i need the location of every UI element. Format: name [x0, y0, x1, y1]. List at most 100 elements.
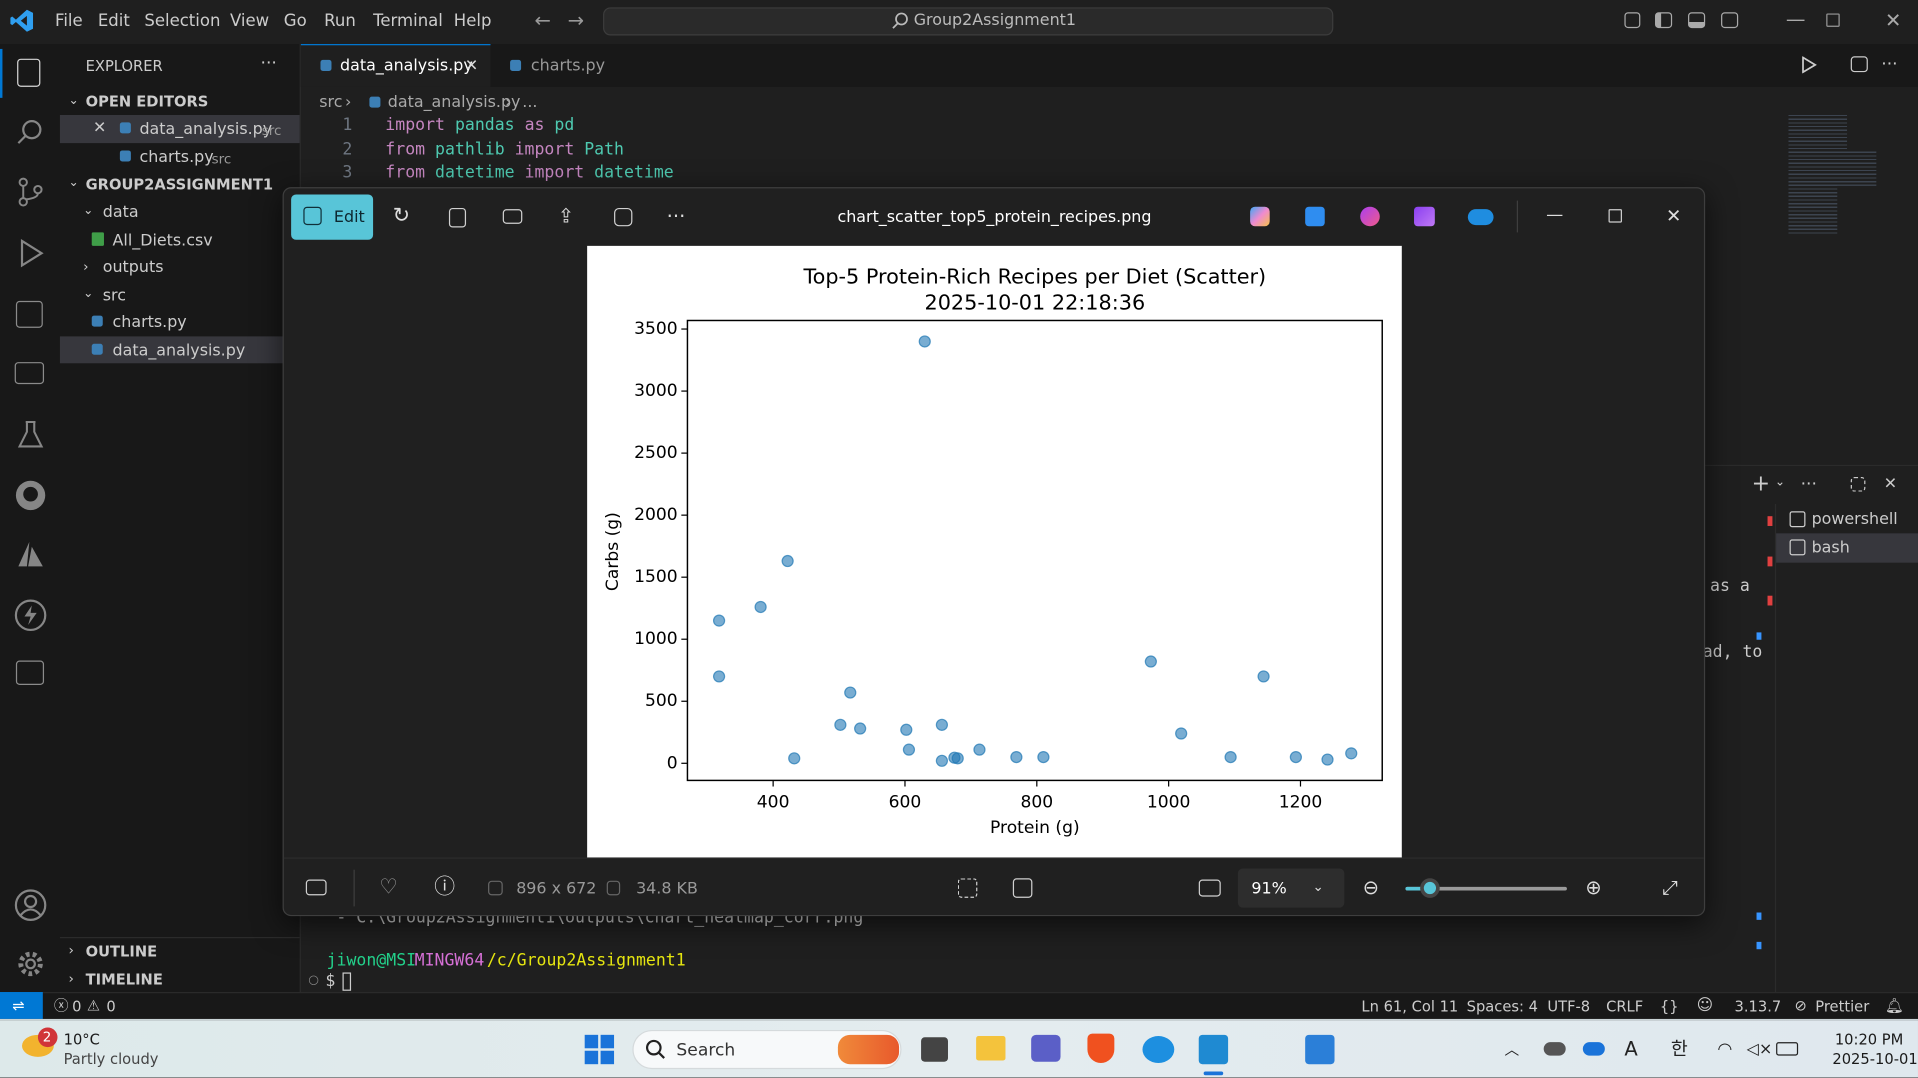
open-file[interactable]: data_analysis.py: [139, 120, 273, 139]
delete[interactable]: [448, 207, 467, 228]
ime-icon[interactable]: A: [1624, 1037, 1638, 1061]
formatter[interactable]: Prettier: [1815, 998, 1870, 1016]
edit-label[interactable]: Edit: [333, 208, 365, 227]
panel-more[interactable]: ···: [1800, 474, 1817, 495]
tab-label[interactable]: data_analysis.py: [340, 56, 473, 76]
docker[interactable]: [1142, 1036, 1175, 1063]
cursor-position[interactable]: Ln 61, Col 11: [1361, 998, 1459, 1016]
section-header[interactable]: GROUP2ASSIGNMENT1: [85, 176, 274, 194]
copilot-icon[interactable]: ☺: [1696, 996, 1714, 1015]
warning-count[interactable]: 0: [106, 998, 116, 1016]
filmstrip[interactable]: [305, 879, 327, 896]
section-header[interactable]: OPEN EDITORS: [85, 92, 209, 111]
print[interactable]: [502, 209, 523, 224]
section-header[interactable]: OUTLINE: [85, 943, 158, 961]
app-icon[interactable]: [1414, 206, 1435, 227]
editor-more[interactable]: ···: [1881, 55, 1898, 75]
encoding[interactable]: UTF-8: [1547, 998, 1591, 1016]
terminal-tab[interactable]: bash: [1811, 538, 1850, 558]
slideshow[interactable]: [614, 207, 633, 227]
section-header[interactable]: TIMELINE: [85, 971, 163, 989]
menu-item[interactable]: Help: [453, 11, 492, 31]
weather-condition[interactable]: Partly cloudy: [63, 1050, 159, 1068]
tree-file[interactable]: charts.py: [112, 313, 187, 333]
teams[interactable]: [1031, 1034, 1061, 1062]
photos[interactable]: [1305, 1034, 1335, 1065]
tree-folder[interactable]: data: [102, 203, 139, 223]
brave[interactable]: [1087, 1033, 1115, 1063]
command-center[interactable]: [603, 7, 1334, 36]
zoom-level[interactable]: 91%: [1251, 880, 1287, 899]
notifications[interactable]: 🔔︎: [1884, 996, 1904, 1015]
new-terminal[interactable]: +: [1751, 470, 1771, 497]
wifi[interactable]: ◠: [1717, 1039, 1733, 1060]
info[interactable]: ⓘ: [434, 875, 456, 900]
share[interactable]: ⇪: [557, 204, 575, 228]
favorite[interactable]: ♡: [379, 875, 398, 900]
tray-overflow[interactable]: ︿: [1504, 1040, 1520, 1059]
search-text[interactable]: Group2Assignment1: [913, 11, 1077, 30]
remote-button[interactable]: [0, 992, 43, 1019]
explorer-icon[interactable]: [17, 58, 41, 87]
ime-korean[interactable]: 한: [1670, 1037, 1688, 1060]
tree-folder[interactable]: src: [102, 286, 126, 306]
menu-item[interactable]: View: [229, 11, 270, 31]
edit-button[interactable]: [291, 194, 374, 240]
azure-icon[interactable]: [15, 539, 47, 571]
tab-label[interactable]: charts.py: [530, 56, 606, 76]
debug-icon[interactable]: [15, 237, 47, 269]
tree-folder[interactable]: outputs: [102, 258, 164, 278]
layout-icon[interactable]: [1624, 12, 1641, 29]
menu-item[interactable]: Go: [283, 11, 307, 31]
zoom-in[interactable]: ⊕: [1585, 875, 1602, 900]
breadcrumb[interactable]: src: [319, 93, 343, 112]
toggle-panel[interactable]: [1688, 12, 1706, 29]
scan-text[interactable]: [1012, 878, 1033, 898]
onedrive-icon[interactable]: [1467, 209, 1494, 226]
split-editor[interactable]: [1850, 56, 1868, 73]
visual-search[interactable]: [957, 878, 978, 898]
viewer-more[interactable]: ···: [666, 204, 686, 228]
open-file[interactable]: charts.py: [139, 148, 214, 167]
python-version[interactable]: 3.13.7: [1734, 998, 1782, 1016]
zoom-dropdown[interactable]: ⌄: [1312, 878, 1324, 895]
breadcrumb[interactable]: data_analysis.py: [387, 93, 521, 112]
testing-icon[interactable]: [15, 418, 47, 450]
tree-file[interactable]: All_Diets.csv: [112, 231, 213, 251]
github-icon[interactable]: [13, 478, 47, 512]
battery[interactable]: [1776, 1042, 1799, 1056]
language-mode[interactable]: {}: [1659, 998, 1679, 1016]
nav-back[interactable]: ←: [534, 8, 551, 32]
vscode[interactable]: [1198, 1034, 1229, 1065]
taskbar-search-text[interactable]: Search: [676, 1040, 736, 1061]
terminal-tab[interactable]: powershell: [1811, 510, 1898, 530]
run-button[interactable]: [1801, 56, 1818, 74]
file-explorer[interactable]: [976, 1036, 1006, 1061]
menu-item[interactable]: Run: [324, 11, 356, 31]
terminal-dropdown[interactable]: ⌄: [1774, 475, 1786, 490]
fit-window[interactable]: [1198, 879, 1221, 897]
menu-item[interactable]: Selection: [144, 11, 221, 31]
restore[interactable]: [1826, 13, 1840, 27]
viewer-minimize[interactable]: —: [1546, 205, 1564, 226]
tree-file[interactable]: data_analysis.py: [112, 341, 246, 361]
clock-time[interactable]: 10:20 PM: [1834, 1031, 1904, 1049]
menu-item[interactable]: Edit: [97, 11, 130, 31]
clock-date[interactable]: 2025-10-01: [1832, 1050, 1918, 1068]
tab-close[interactable]: ✕: [464, 56, 479, 76]
containers-icon[interactable]: [15, 660, 45, 685]
clipchamp[interactable]: [1360, 206, 1380, 227]
close-panel[interactable]: ✕: [1883, 475, 1898, 494]
onedrive-business[interactable]: [1582, 1042, 1605, 1056]
indentation[interactable]: Spaces: 4: [1466, 998, 1538, 1016]
explorer-more[interactable]: ···: [260, 53, 277, 74]
accounts-icon[interactable]: [13, 888, 47, 922]
menu-item[interactable]: File: [55, 11, 83, 31]
toggle-secondary[interactable]: [1721, 12, 1739, 29]
viewer-maximize[interactable]: [1608, 209, 1622, 223]
onedrive[interactable]: [1543, 1042, 1566, 1056]
scm-icon[interactable]: [15, 176, 47, 208]
close-editor[interactable]: ✕: [92, 119, 107, 138]
nav-forward[interactable]: →: [567, 8, 584, 32]
zoom-thumb[interactable]: [1420, 878, 1440, 898]
